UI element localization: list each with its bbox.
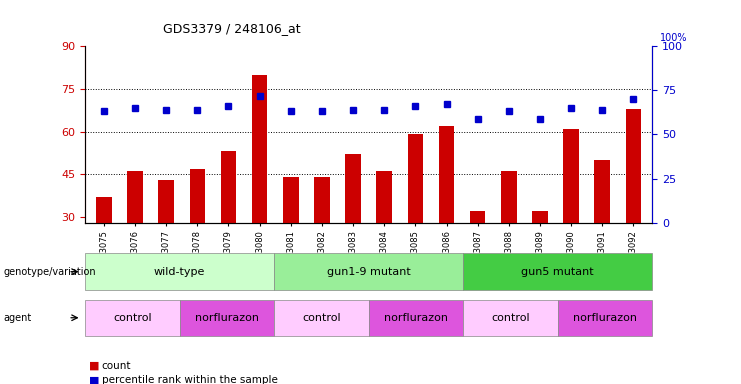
Bar: [127, 171, 143, 223]
Bar: [594, 160, 610, 223]
Text: ■: ■: [89, 375, 99, 384]
Bar: [439, 126, 454, 223]
Bar: [314, 177, 330, 223]
Text: control: control: [491, 313, 530, 323]
Text: norflurazon: norflurazon: [573, 313, 637, 323]
Text: wild-type: wild-type: [154, 266, 205, 277]
Text: norflurazon: norflurazon: [384, 313, 448, 323]
Text: percentile rank within the sample: percentile rank within the sample: [102, 375, 277, 384]
Bar: [376, 171, 392, 223]
Bar: [345, 154, 361, 223]
Bar: [252, 74, 268, 223]
Bar: [470, 211, 485, 223]
Bar: [190, 169, 205, 223]
Bar: [159, 180, 174, 223]
Bar: [625, 109, 641, 223]
Bar: [563, 129, 579, 223]
Text: count: count: [102, 361, 131, 371]
Bar: [96, 197, 112, 223]
Bar: [501, 171, 516, 223]
Text: genotype/variation: genotype/variation: [4, 266, 96, 277]
Text: agent: agent: [4, 313, 32, 323]
Bar: [221, 152, 236, 223]
Text: gun5 mutant: gun5 mutant: [521, 266, 594, 277]
Text: control: control: [302, 313, 341, 323]
Text: gun1-9 mutant: gun1-9 mutant: [327, 266, 411, 277]
Bar: [283, 177, 299, 223]
Text: GDS3379 / 248106_at: GDS3379 / 248106_at: [163, 22, 301, 35]
Text: 100%: 100%: [660, 33, 688, 43]
Text: norflurazon: norflurazon: [195, 313, 259, 323]
Text: control: control: [113, 313, 152, 323]
Text: ■: ■: [89, 361, 99, 371]
Bar: [408, 134, 423, 223]
Bar: [532, 211, 548, 223]
